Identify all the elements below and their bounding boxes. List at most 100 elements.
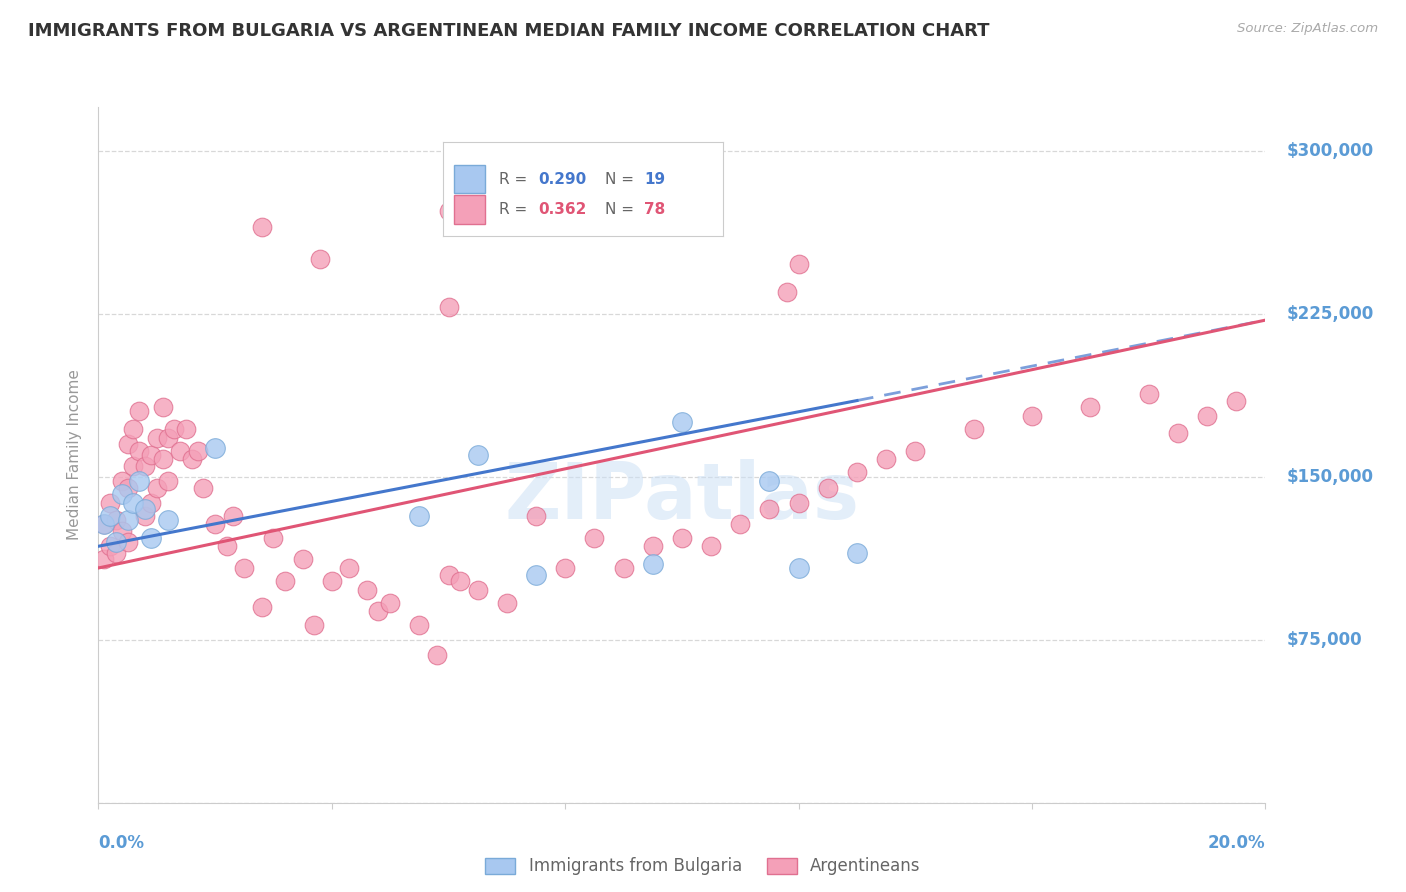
Point (117, 513, 139, 527)
Point (449, 574, 471, 588)
Point (321, 574, 343, 588)
Text: 0.0%: 0.0% (98, 834, 145, 852)
Point (146, 481, 169, 495)
Point (139, 531, 162, 545)
Point (437, 204, 460, 219)
Point (134, 508, 156, 523)
Point (98, 508, 121, 523)
Point (1167, 426, 1189, 441)
Point (215, 539, 238, 553)
Point (641, 539, 664, 553)
Point (524, 508, 547, 523)
Point (495, 596, 517, 610)
Point (304, 617, 326, 632)
Point (1195, 409, 1218, 423)
Point (139, 496, 162, 510)
Point (524, 567, 547, 582)
Point (93, 517, 115, 532)
Point (671, 415, 693, 429)
Y-axis label: Median Family Income: Median Family Income (67, 369, 83, 541)
Point (128, 474, 150, 488)
Point (671, 531, 693, 545)
Point (378, 596, 402, 610)
Point (111, 474, 134, 488)
Point (700, 539, 723, 553)
Point (356, 582, 378, 597)
Point (117, 437, 139, 451)
Text: $225,000: $225,000 (1286, 304, 1374, 323)
Point (1080, 400, 1102, 414)
Point (104, 535, 127, 549)
Point (117, 535, 139, 549)
Point (111, 487, 134, 501)
Point (776, 285, 799, 299)
Point (1137, 387, 1160, 401)
Point (187, 443, 209, 458)
Point (728, 517, 751, 532)
Point (204, 442, 226, 456)
Point (204, 517, 226, 532)
Point (408, 617, 430, 632)
Point (117, 481, 139, 495)
Point (169, 443, 191, 458)
Point (1021, 409, 1043, 423)
Point (845, 546, 868, 560)
Point (274, 574, 297, 588)
Point (146, 431, 169, 445)
Point (467, 582, 489, 597)
Text: Source: ZipAtlas.com: Source: ZipAtlas.com (1237, 22, 1378, 36)
Point (1225, 393, 1247, 408)
Point (408, 508, 430, 523)
Point (641, 557, 664, 571)
Point (845, 466, 868, 480)
Point (98, 496, 121, 510)
Point (250, 219, 273, 234)
Point (157, 474, 180, 488)
Point (163, 422, 186, 436)
Point (152, 452, 174, 467)
Point (98, 539, 121, 553)
Point (134, 458, 156, 473)
Point (250, 600, 273, 615)
Point (875, 452, 897, 467)
Text: IMMIGRANTS FROM BULGARIA VS ARGENTINEAN MEDIAN FAMILY INCOME CORRELATION CHART: IMMIGRANTS FROM BULGARIA VS ARGENTINEAN … (28, 22, 990, 40)
Point (437, 300, 460, 314)
Text: $300,000: $300,000 (1286, 142, 1374, 160)
Legend: Immigrants from Bulgaria, Argentineans: Immigrants from Bulgaria, Argentineans (477, 849, 929, 884)
Point (174, 422, 197, 436)
Point (233, 561, 256, 575)
Point (139, 448, 162, 462)
Point (128, 443, 150, 458)
Point (157, 431, 180, 445)
Point (426, 648, 449, 662)
Point (367, 605, 389, 619)
Point (93, 552, 115, 566)
Point (291, 552, 314, 566)
Point (337, 561, 360, 575)
Point (817, 481, 839, 495)
Point (104, 546, 127, 560)
Point (193, 481, 215, 495)
Point (904, 443, 927, 458)
Point (758, 502, 780, 516)
Point (309, 252, 332, 267)
Point (134, 502, 156, 516)
Point (758, 474, 780, 488)
Point (128, 404, 150, 418)
Point (152, 400, 174, 414)
Point (787, 561, 810, 575)
Point (157, 513, 180, 527)
Point (583, 531, 606, 545)
Point (111, 524, 134, 538)
Point (122, 422, 145, 436)
Point (122, 458, 145, 473)
Text: $75,000: $75,000 (1286, 631, 1362, 648)
Point (554, 561, 576, 575)
Text: 20.0%: 20.0% (1208, 834, 1265, 852)
Point (262, 531, 284, 545)
Point (467, 448, 489, 462)
Text: ZIPatlas: ZIPatlas (505, 458, 859, 534)
Point (180, 452, 202, 467)
Point (93, 517, 115, 532)
Point (787, 496, 810, 510)
